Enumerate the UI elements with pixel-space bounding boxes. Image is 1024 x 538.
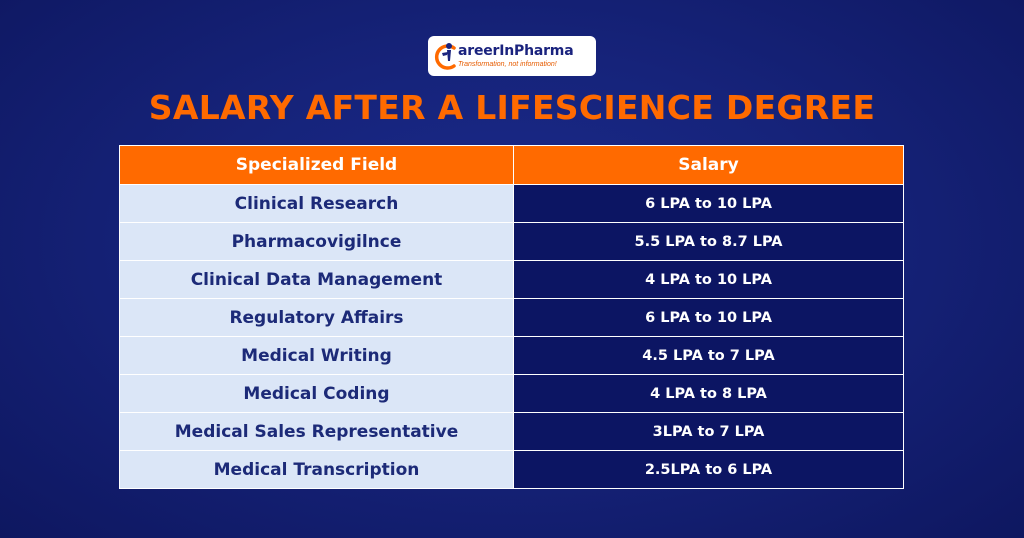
field-cell: Clinical Research (119, 184, 514, 223)
page-title: SALARY AFTER A LIFESCIENCE DEGREE (148, 88, 876, 127)
logo-tagline: Transformation, not information! (458, 61, 557, 68)
table-row: Pharmacovigilnce 5.5 LPA to 8.7 LPA (119, 222, 904, 261)
field-cell: Medical Sales Representative (119, 412, 514, 451)
salary-cell: 3LPA to 7 LPA (513, 412, 904, 451)
pharma-logo-icon (434, 43, 456, 70)
salary-cell: 6 LPA to 10 LPA (513, 298, 904, 337)
logo-name: areerInPharma (458, 43, 574, 59)
field-cell: Clinical Data Management (119, 260, 514, 299)
table-row: Medical Transcription 2.5LPA to 6 LPA (119, 450, 904, 489)
field-cell: Medical Coding (119, 374, 514, 413)
careerinpharma-logo: areerInPharma Transformation, not inform… (428, 36, 596, 76)
salary-cell: 4 LPA to 10 LPA (513, 260, 904, 299)
table-header-row: Specialized Field Salary (119, 145, 904, 185)
salary-table: Specialized Field Salary Clinical Resear… (119, 145, 904, 489)
table-row: Medical Coding 4 LPA to 8 LPA (119, 374, 904, 413)
field-cell: Medical Transcription (119, 450, 514, 489)
header-salary: Salary (513, 145, 904, 185)
field-cell: Regulatory Affairs (119, 298, 514, 337)
header-specialized-field: Specialized Field (119, 145, 514, 185)
salary-cell: 4.5 LPA to 7 LPA (513, 336, 904, 375)
salary-cell: 6 LPA to 10 LPA (513, 184, 904, 223)
table-row: Medical Sales Representative 3LPA to 7 L… (119, 412, 904, 451)
field-cell: Medical Writing (119, 336, 514, 375)
table-row: Clinical Research 6 LPA to 10 LPA (119, 184, 904, 223)
table-row: Regulatory Affairs 6 LPA to 10 LPA (119, 298, 904, 337)
table-row: Clinical Data Management 4 LPA to 10 LPA (119, 260, 904, 299)
salary-cell: 2.5LPA to 6 LPA (513, 450, 904, 489)
salary-cell: 4 LPA to 8 LPA (513, 374, 904, 413)
field-cell: Pharmacovigilnce (119, 222, 514, 261)
table-row: Medical Writing 4.5 LPA to 7 LPA (119, 336, 904, 375)
salary-cell: 5.5 LPA to 8.7 LPA (513, 222, 904, 261)
